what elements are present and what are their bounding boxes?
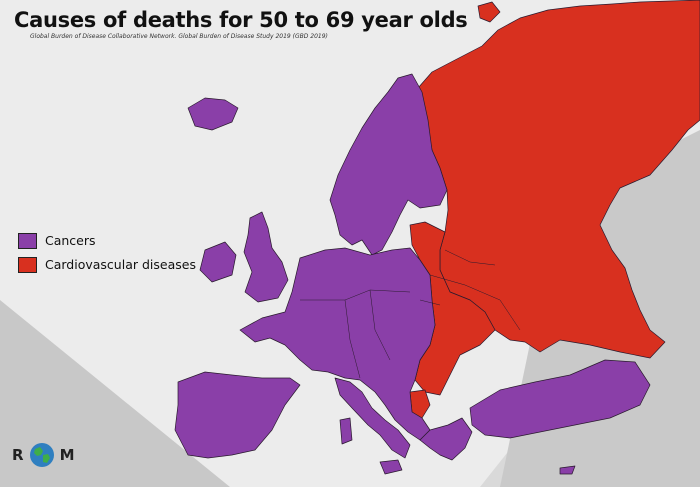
region-italy — [334, 377, 411, 459]
region-uk — [243, 211, 289, 303]
page-title: Causes of deaths for 50 to 69 year olds — [14, 8, 468, 32]
swatch-cardiovascular — [18, 256, 37, 273]
region-cyprus — [559, 465, 576, 475]
globe-icon — [29, 443, 54, 467]
legend: Cancers Cardiovascular diseases — [18, 230, 196, 278]
legend-item-cancers: Cancers — [18, 230, 196, 251]
region-turkey — [469, 359, 651, 439]
swatch-cancers — [18, 232, 37, 249]
region-ireland — [199, 241, 237, 283]
region-iberia — [174, 371, 301, 459]
legend-item-cardiovascular: Cardiovascular diseases — [18, 254, 196, 275]
source-citation: Global Burden of Disease Collaborative N… — [30, 33, 328, 40]
logo: R M — [12, 442, 75, 468]
legend-label-cancers: Cancers — [45, 233, 96, 248]
region-greece — [419, 417, 473, 461]
region-scandinavia — [329, 73, 448, 256]
region-sardinia — [339, 417, 353, 445]
region-north-island — [477, 1, 501, 23]
region-iceland — [187, 97, 239, 131]
legend-label-cardiovascular: Cardiovascular diseases — [45, 257, 196, 272]
logo-letter-right: M — [59, 446, 75, 464]
region-sicily — [379, 459, 403, 475]
logo-letter-left: R — [12, 446, 24, 464]
